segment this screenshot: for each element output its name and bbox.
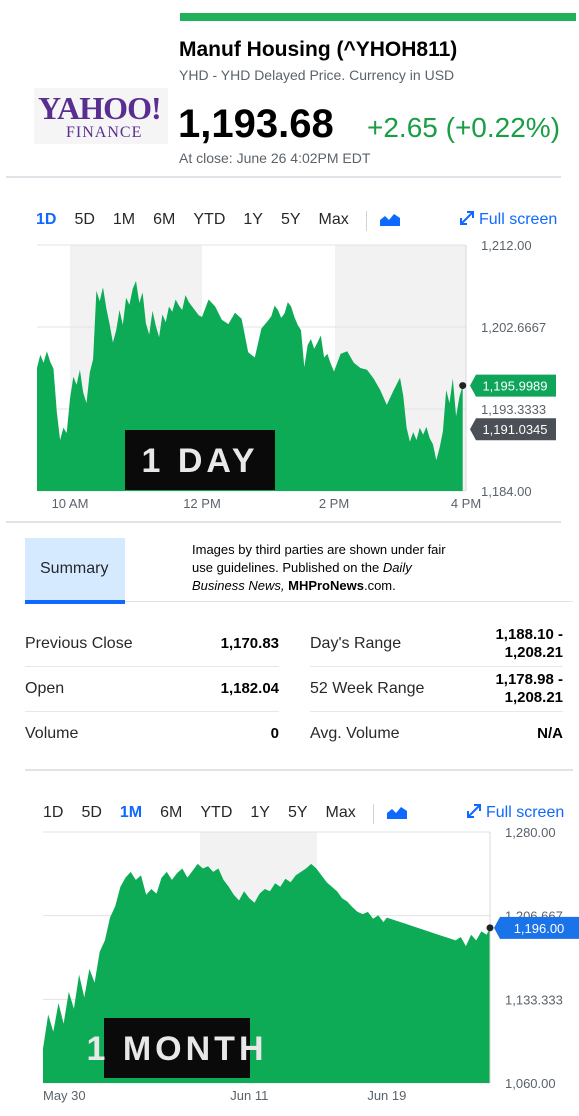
page-title: Manuf Housing (^YHOH811) (179, 38, 458, 61)
notice-domain: .com. (363, 578, 396, 593)
x-tick-label: Jun 11 (230, 1088, 268, 1103)
x-tick-label: Jun 19 (367, 1088, 406, 1103)
quote-source: YHD - YHD Delayed Price. Currency in USD (179, 67, 455, 83)
stat-value-open: 1,182.04 (220, 680, 279, 697)
tab-1d[interactable]: 1D (36, 211, 57, 228)
overlay-label: 1 DAY (141, 442, 258, 480)
tab-ytd[interactable]: YTD (200, 804, 233, 821)
stat-value-days-range-low: 1,188.10 - (495, 626, 563, 643)
tab-ytd[interactable]: YTD (193, 211, 226, 228)
intraday-chart[interactable]: 1,212.00 1,202.6667 1,193.3333 1,184.00 10 A… (0, 236, 579, 516)
overlay-label-box (125, 430, 275, 490)
tab-6m[interactable]: 6M (153, 211, 176, 228)
range-tabs-1: 1D 5D 1M 6M YTD 1Y 5Y Max (27, 211, 401, 231)
last-point-marker (459, 382, 467, 390)
tab-5d[interactable]: 5D (74, 211, 95, 228)
stat-label-volume: Volume (25, 725, 79, 742)
tab-1y[interactable]: 1Y (250, 804, 270, 821)
notice-site: MHProNews (288, 578, 364, 593)
notice-text: Images by third parties are shown under … (192, 542, 446, 575)
close-timestamp: At close: June 26 4:02PM EDT (179, 150, 371, 166)
divider (6, 521, 561, 523)
stat-label-52-week-range: 52 Week Range (310, 680, 425, 697)
stat-value-52-week-high: 1,208.21 (504, 689, 563, 706)
stat-value-avg-volume: N/A (537, 725, 563, 742)
current-price-label: 1,195.9989 (482, 379, 547, 394)
expand-icon (467, 804, 481, 818)
current-price-tag (470, 374, 556, 397)
stat-value-days-range-high: 1,208.21 (504, 644, 563, 661)
row-divider (25, 711, 279, 712)
current-price-tag (494, 916, 579, 939)
stat-label-days-range: Day's Range (310, 635, 402, 652)
notice-publication: Daily Business News, (192, 560, 412, 593)
tab-5y[interactable]: 5Y (280, 211, 301, 228)
x-tick-label: 12 PM (183, 496, 221, 511)
tabs-underline (125, 601, 573, 602)
y-tick-label: 1,133.333 (505, 992, 563, 1007)
tab-6m[interactable]: 6M (160, 804, 183, 821)
divider (25, 769, 573, 771)
last-point-marker (486, 924, 494, 932)
y-tick-label: 1,193.3333 (481, 402, 546, 417)
logo-subtext: FINANCE (66, 124, 143, 141)
overlay-label: 1 MONTH (87, 1030, 268, 1068)
tab-5y[interactable]: 5Y (287, 804, 308, 821)
previous-close-tag (470, 418, 556, 441)
fair-use-notice: Images by third parties are shown under … (192, 541, 452, 595)
row-divider (25, 666, 279, 667)
header-accent-bar (180, 13, 576, 21)
row-divider (310, 711, 563, 712)
overlay-label-box (104, 1018, 250, 1078)
tab-separator (372, 804, 374, 824)
stat-label-open: Open (25, 680, 65, 697)
x-tick-label: 4 PM (451, 496, 481, 511)
fullscreen-label: Full screen (486, 804, 565, 821)
expand-icon (460, 211, 474, 225)
y-tick-label: 1,280.00 (505, 828, 556, 840)
logo-wordmark: YAHOO! (38, 90, 162, 126)
tab-summary-label: Summary (40, 560, 109, 577)
y-tick-label: 1,212.00 (481, 238, 532, 253)
stat-label-avg-volume: Avg. Volume (310, 725, 400, 742)
tab-5d[interactable]: 5D (81, 804, 102, 821)
tab-max[interactable]: Max (318, 211, 349, 228)
tab-1y[interactable]: 1Y (243, 211, 263, 228)
quote-change: +2.65 (+0.22%) (367, 112, 561, 143)
tab-1m[interactable]: 1M (119, 804, 143, 821)
fullscreen-button-1[interactable]: Full screen (459, 210, 557, 229)
row-divider (310, 666, 563, 667)
divider (6, 176, 561, 178)
x-tick-label: 2 PM (319, 496, 349, 511)
tab-1d[interactable]: 1D (43, 804, 64, 821)
quote-price: 1,193.68 (178, 102, 334, 146)
current-price-label: 1,196.00 (514, 921, 565, 936)
range-tabs-2: 1D 5D 1M 6M YTD 1Y 5Y Max (34, 804, 408, 824)
stat-value-volume: 0 (270, 725, 279, 742)
x-tick-label: May 30 (43, 1088, 86, 1103)
fullscreen-button-2[interactable]: Full screen (466, 803, 564, 822)
mountain-chart-icon[interactable] (379, 211, 401, 227)
tab-summary[interactable]: Summary (25, 538, 125, 604)
yahoo-finance-logo[interactable]: YAHOO! FINANCE (34, 88, 168, 144)
tab-separator (365, 211, 367, 231)
y-tick-label: 1,060.00 (505, 1076, 556, 1091)
fullscreen-label: Full screen (479, 211, 558, 228)
tab-1m[interactable]: 1M (112, 211, 136, 228)
previous-close-label: 1,191.0345 (482, 422, 547, 437)
mountain-chart-icon[interactable] (386, 804, 408, 820)
tab-max[interactable]: Max (325, 804, 356, 821)
x-tick-label: 10 AM (52, 496, 89, 511)
stat-label-previous-close: Previous Close (25, 635, 133, 652)
stat-value-previous-close: 1,170.83 (220, 635, 279, 652)
stat-value-52-week-low: 1,178.98 - (495, 671, 563, 688)
y-tick-label: 1,184.00 (481, 484, 532, 499)
y-tick-label: 1,202.6667 (481, 320, 546, 335)
